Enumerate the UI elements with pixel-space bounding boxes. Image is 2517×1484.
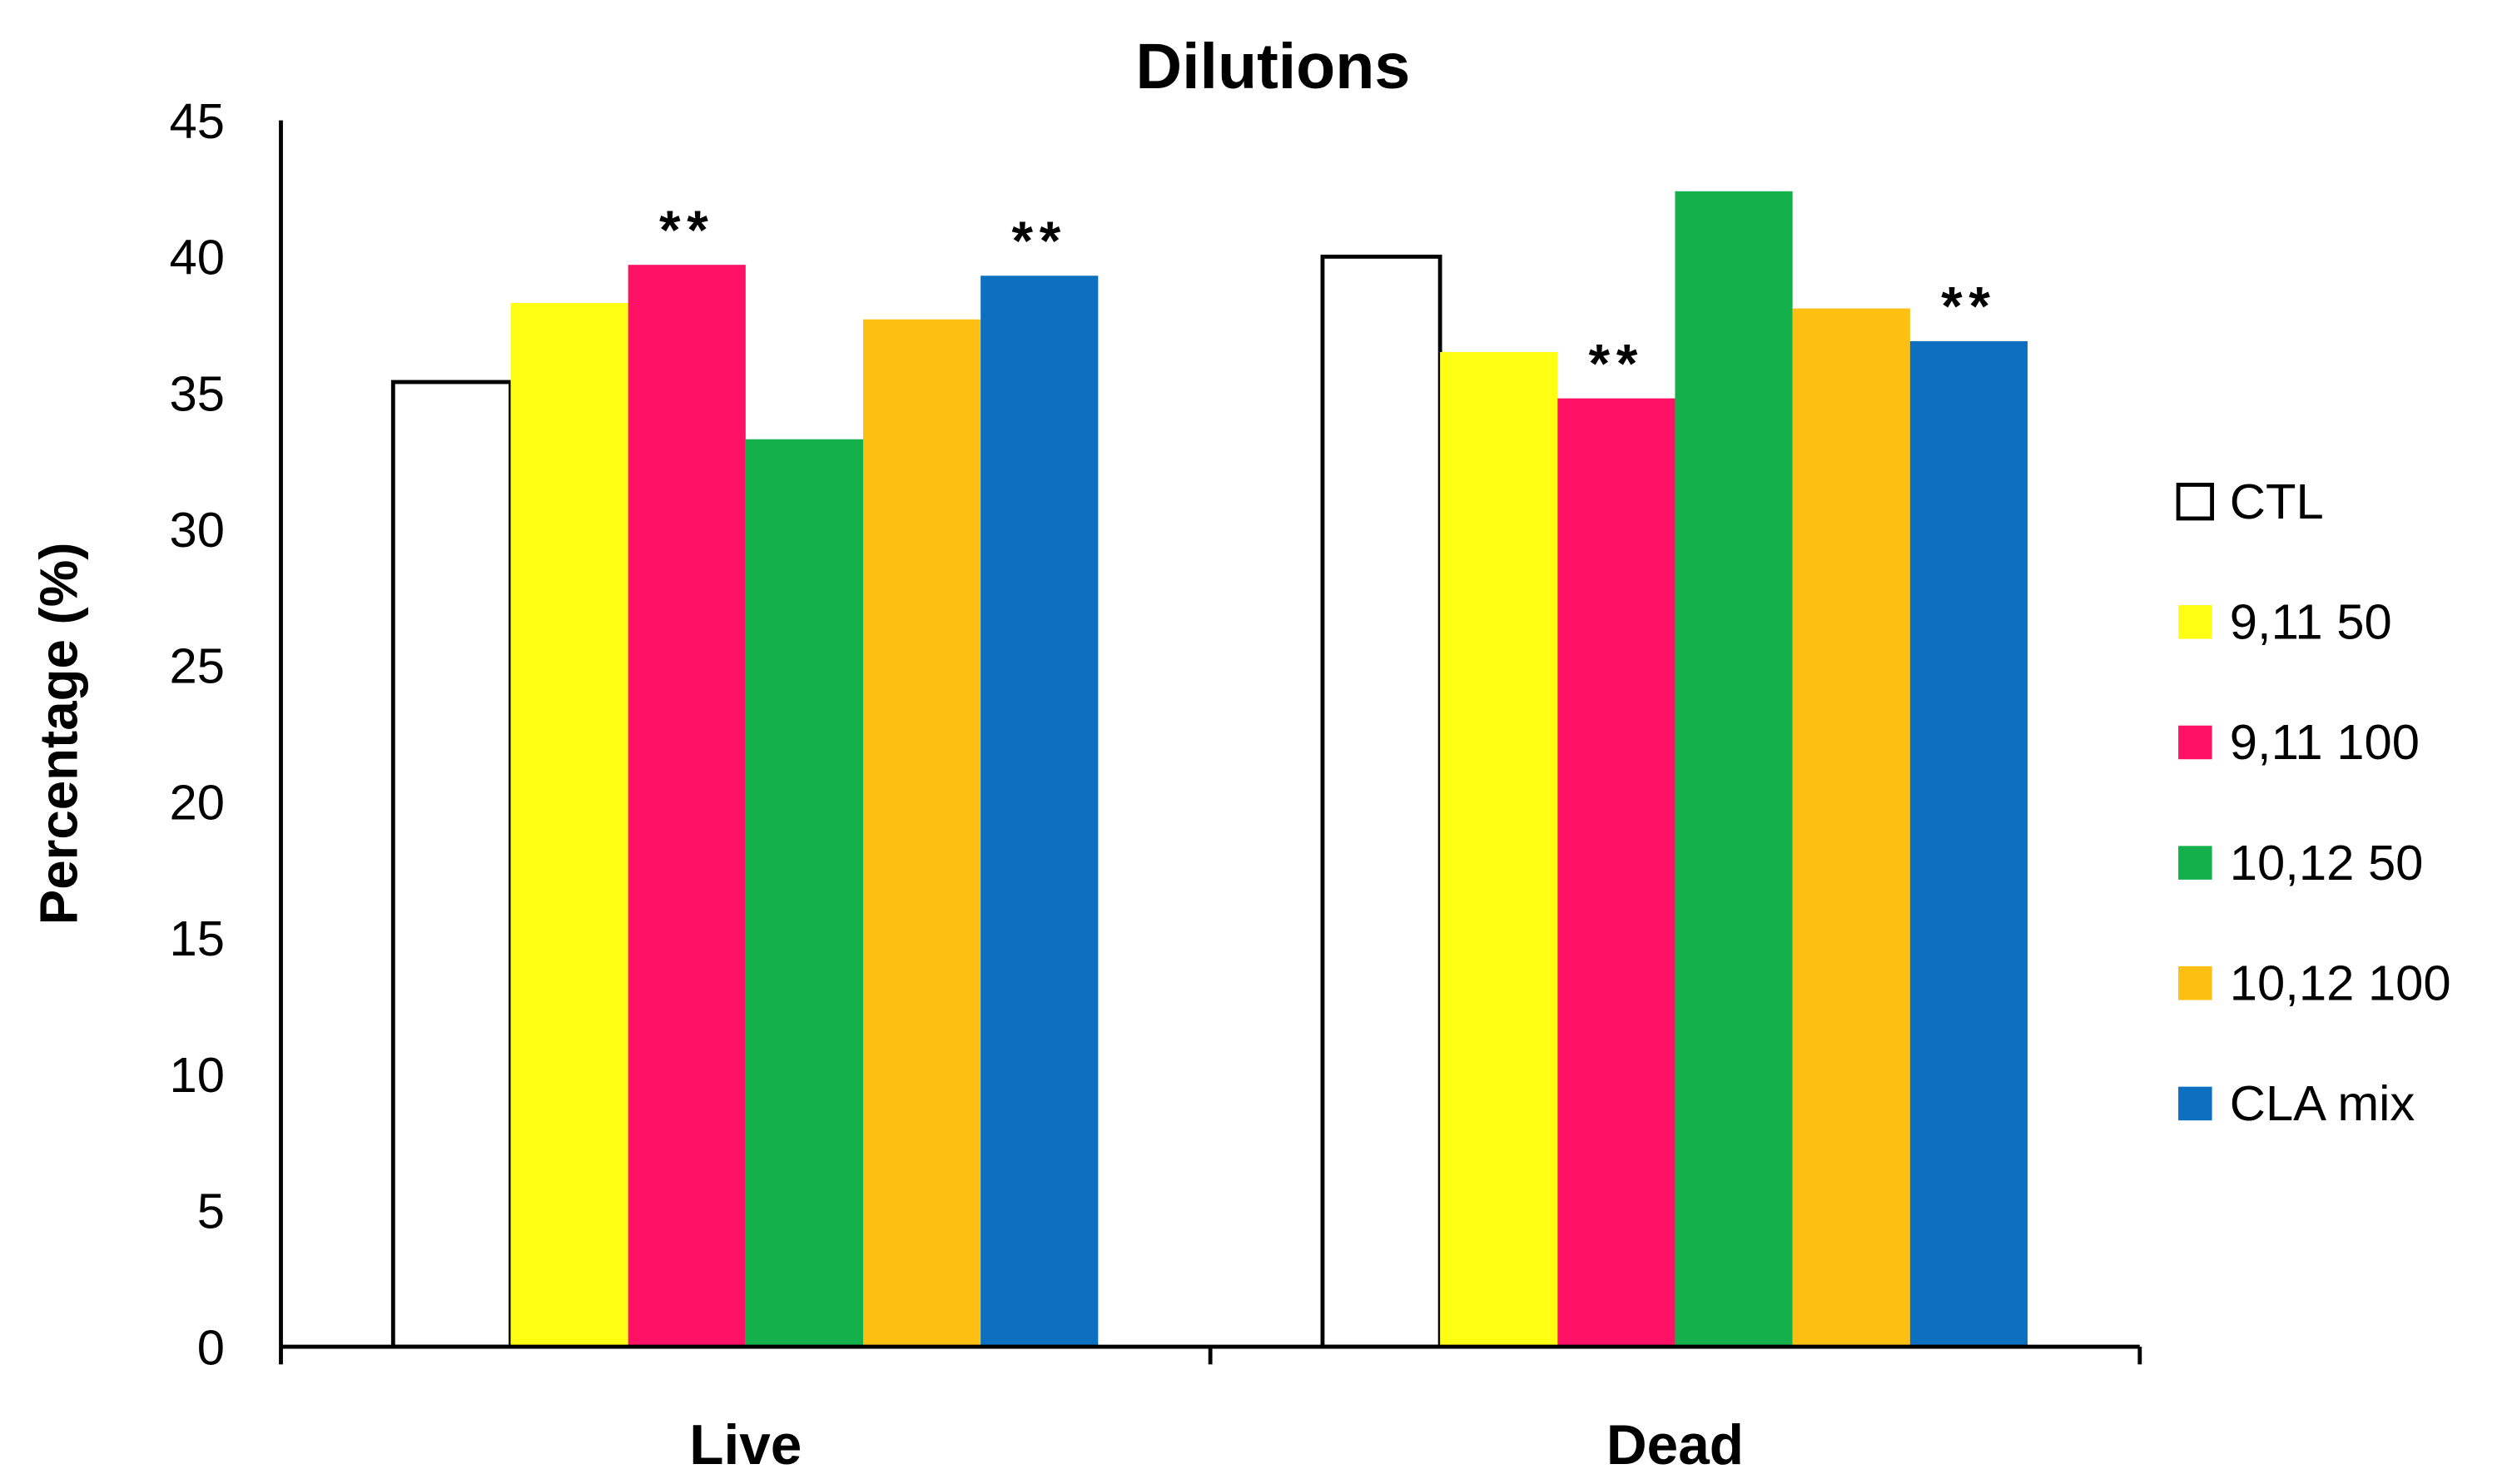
significance-marker: **: [1589, 333, 1644, 394]
y-tick-label: 15: [170, 911, 225, 966]
legend-swatch: [2178, 966, 2212, 1000]
legend-swatch: [2178, 846, 2212, 880]
legend-label: 9,11 100: [2230, 714, 2420, 770]
significance-marker: **: [1941, 276, 1996, 337]
legend-label: 9,11 50: [2230, 594, 2392, 650]
y-tick-label: 0: [197, 1319, 225, 1375]
legend-label: 10,12 50: [2230, 835, 2424, 891]
legend-label: CLA mix: [2230, 1075, 2415, 1131]
y-tick-label: 45: [170, 93, 225, 149]
x-tick-label: Dead: [1606, 1414, 1744, 1477]
y-tick-label: 20: [170, 774, 225, 830]
y-tick-label: 30: [170, 502, 225, 558]
bar-live-ctl: [390, 380, 513, 1349]
bar-live-cla-mix: [980, 275, 1099, 1348]
legend-swatch: [2178, 605, 2212, 639]
bar-dead-10-12-100: [1792, 308, 1910, 1348]
bar-dead-9-11-100: [1557, 398, 1676, 1348]
x-tick-label: Live: [689, 1414, 802, 1477]
bar-live-10-12-50: [745, 439, 863, 1348]
bar-live-9-11-100: [628, 265, 746, 1348]
legend-label: 10,12 100: [2230, 955, 2451, 1011]
bar-dead-ctl: [1320, 254, 1442, 1349]
bar-live-10-12-100: [862, 319, 981, 1348]
significance-marker: **: [1012, 211, 1067, 271]
significance-marker: **: [659, 200, 714, 261]
chart-title: Dilutions: [1135, 31, 1410, 102]
y-tick-label: 5: [197, 1184, 225, 1239]
y-tick-label: 10: [170, 1047, 225, 1103]
legend-swatch: [2178, 725, 2212, 760]
legend-label: CTL: [2230, 474, 2324, 529]
y-axis-label: Percentage (%): [30, 543, 89, 926]
bar-dead-10-12-50: [1675, 191, 1793, 1348]
bar-dead-9-11-50: [1440, 351, 1558, 1348]
y-tick-label: 35: [170, 365, 225, 421]
y-tick-label: 40: [170, 230, 225, 285]
legend-swatch: [2176, 483, 2214, 521]
bar-dead-cla-mix: [1909, 340, 2028, 1348]
legend-swatch: [2178, 1086, 2212, 1121]
y-tick-label: 25: [170, 638, 225, 694]
bar-live-9-11-50: [510, 303, 628, 1348]
